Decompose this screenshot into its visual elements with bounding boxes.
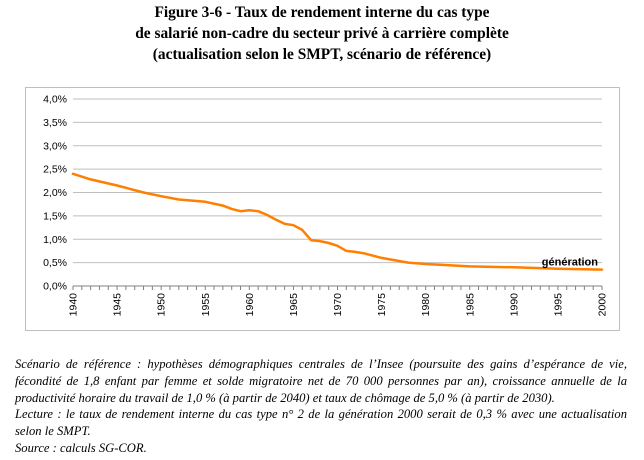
figure-title-line-2: de salarié non-cadre du secteur privé à … — [135, 25, 509, 42]
x-tick-label: 1970 — [332, 293, 344, 317]
series-line — [71, 172, 604, 271]
figure-title-line-1: Figure 3-6 - Taux de rendement interne d… — [154, 4, 490, 21]
x-tick-label: 1990 — [508, 293, 520, 317]
chart-series — [71, 172, 604, 271]
x-tick-label: 1960 — [244, 293, 256, 317]
figure-title-line-3: (actualisation selon le SMPT, scénario d… — [152, 46, 492, 63]
figure-notes: Scénario de référence : hypothèses démog… — [15, 356, 627, 457]
y-tick-label: 3,5% — [43, 117, 67, 129]
x-tick-label: 1985 — [464, 293, 476, 317]
y-tick-label: 0,5% — [43, 257, 67, 269]
y-tick-label: 2,0% — [43, 187, 67, 199]
x-axis-ticks: 1940 1945 1950 1955 1960 1965 1970 1975 1980 1985… — [68, 293, 609, 317]
x-tick-label: 1980 — [420, 293, 432, 317]
y-tick-label: 4,0% — [43, 94, 67, 106]
x-tick-label: 1965 — [288, 293, 300, 317]
y-tick-label: 1,5% — [43, 210, 67, 222]
chart-frame — [25, 87, 620, 331]
x-tick-label: 1950 — [156, 293, 168, 317]
lecture-note: Lecture : le taux de rendement interne d… — [15, 407, 627, 439]
x-tick-label: 1945 — [112, 293, 124, 317]
series-label: génération — [542, 257, 599, 269]
y-tick-label: 0,0% — [43, 281, 67, 293]
line-chart: 0,0% 0,5% 1,0% 1,5% 2,0% 2,5% 3,0% 3,5% 4,0% 194… — [43, 94, 609, 317]
figure-title: Figure 3-6 - Taux de rendement interne d… — [0, 2, 644, 65]
y-tick-label: 2,5% — [43, 164, 67, 176]
source-note: Source : calculs SG-COR. — [15, 440, 147, 455]
chart-grid — [73, 98, 602, 264]
y-axis-ticks: 0,0% 0,5% 1,0% 1,5% 2,0% 2,5% 3,0% 3,5% 4,0% — [43, 94, 67, 293]
x-tick-label: 1995 — [552, 293, 564, 317]
scenario-note: Scénario de référence : hypothèses démog… — [15, 357, 627, 405]
x-tick-label: 1940 — [68, 293, 80, 317]
y-tick-label: 3,0% — [43, 140, 67, 152]
x-tick-label: 1955 — [200, 293, 212, 317]
y-tick-label: 1,0% — [43, 234, 67, 246]
x-tick-label: 1975 — [376, 293, 388, 317]
x-tick-label: 2000 — [597, 293, 609, 317]
x-axis — [72, 285, 603, 290]
